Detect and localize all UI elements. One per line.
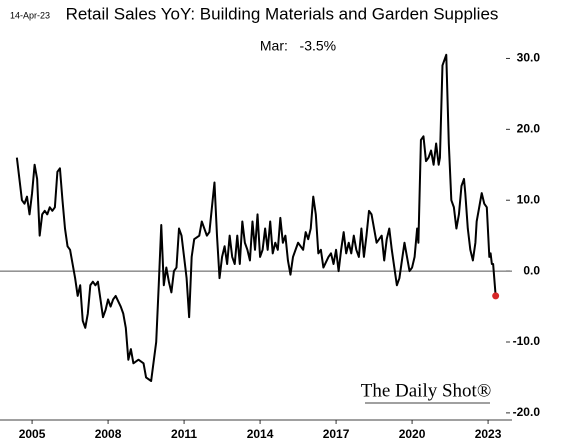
source: The Daily Shot® xyxy=(361,380,492,401)
y-tick-label: -10.0 xyxy=(513,334,541,348)
y-tick-label: 20.0 xyxy=(517,121,541,135)
y-tick-label: -20.0 xyxy=(513,405,541,419)
date: 14-Apr-23 xyxy=(10,10,50,20)
x-tick-label: 2017 xyxy=(323,427,350,441)
last-point xyxy=(492,292,500,300)
x-tick-label: 2023 xyxy=(475,427,502,441)
x-tick-label: 2011 xyxy=(171,427,197,441)
y-tick-label: 10.0 xyxy=(517,192,541,206)
y-tick-label: 0.0 xyxy=(523,263,540,277)
annotation: Mar: -3.5% xyxy=(260,38,336,54)
x-tick-label: 2020 xyxy=(399,427,426,441)
x-tick-label: 2008 xyxy=(95,427,122,441)
x-tick-label: 2014 xyxy=(247,427,274,441)
chart-title: Retail Sales YoY: Building Materials and… xyxy=(66,4,499,23)
line xyxy=(15,53,497,382)
x-tick-label: 2005 xyxy=(19,427,46,441)
y-tick-label: 30.0 xyxy=(517,51,541,65)
